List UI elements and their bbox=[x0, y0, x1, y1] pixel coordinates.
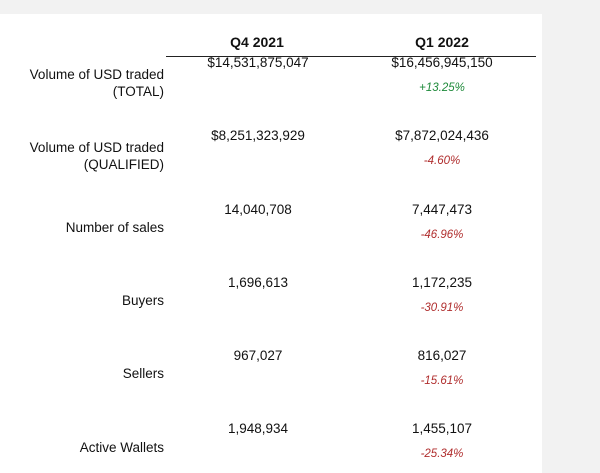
value-q1: 1,455,107 bbox=[411, 421, 473, 436]
value-q4: 1,696,613 bbox=[227, 275, 289, 290]
change-badge: -46.96% bbox=[420, 229, 464, 241]
value-q4: 14,040,708 bbox=[224, 202, 292, 217]
row-label: Buyers bbox=[4, 292, 164, 309]
change-badge: -25.34% bbox=[420, 448, 464, 460]
change-badge: -30.91% bbox=[420, 302, 464, 314]
value-q4: $8,251,323,929 bbox=[211, 128, 305, 143]
row-label: Number of sales bbox=[4, 219, 164, 236]
row-label-line1: Active Wallets bbox=[79, 440, 164, 455]
change-badge: -15.61% bbox=[420, 375, 464, 387]
value-q1: $16,456,945,150 bbox=[391, 55, 493, 70]
value-q1: $7,872,024,436 bbox=[395, 128, 489, 143]
change-badge: -4.60% bbox=[423, 155, 461, 167]
column-header-q4-2021: Q4 2021 bbox=[230, 34, 284, 50]
row-label-line1: Volume of USD traded bbox=[29, 140, 164, 155]
row-label: Sellers bbox=[4, 365, 164, 382]
value-q4: 1,948,934 bbox=[227, 421, 289, 436]
change-badge: +13.25% bbox=[419, 82, 465, 94]
row-label-line2: (QUALIFIED) bbox=[83, 157, 164, 172]
row-label-line1: Volume of USD traded bbox=[29, 67, 164, 82]
column-header-q1-2022: Q1 2022 bbox=[415, 34, 469, 50]
row-label-line1: Buyers bbox=[121, 293, 164, 308]
row-label: Active Wallets bbox=[4, 439, 164, 456]
row-label: Volume of USD traded (QUALIFIED) bbox=[4, 139, 164, 173]
value-q1: 816,027 bbox=[417, 348, 467, 363]
value-q1: 1,172,235 bbox=[411, 275, 473, 290]
row-label-line1: Number of sales bbox=[65, 220, 164, 235]
stats-table: Q4 2021 Q1 2022 Volume of USD traded (TO… bbox=[0, 14, 542, 473]
value-q4: 967,027 bbox=[233, 348, 283, 363]
row-label-line2: (TOTAL) bbox=[112, 84, 164, 99]
row-label-line1: Sellers bbox=[122, 366, 164, 381]
value-q1: 7,447,473 bbox=[411, 202, 473, 217]
header-divider bbox=[166, 56, 536, 57]
value-q4: $14,531,875,047 bbox=[207, 55, 309, 70]
row-label: Volume of USD traded (TOTAL) bbox=[4, 66, 164, 100]
